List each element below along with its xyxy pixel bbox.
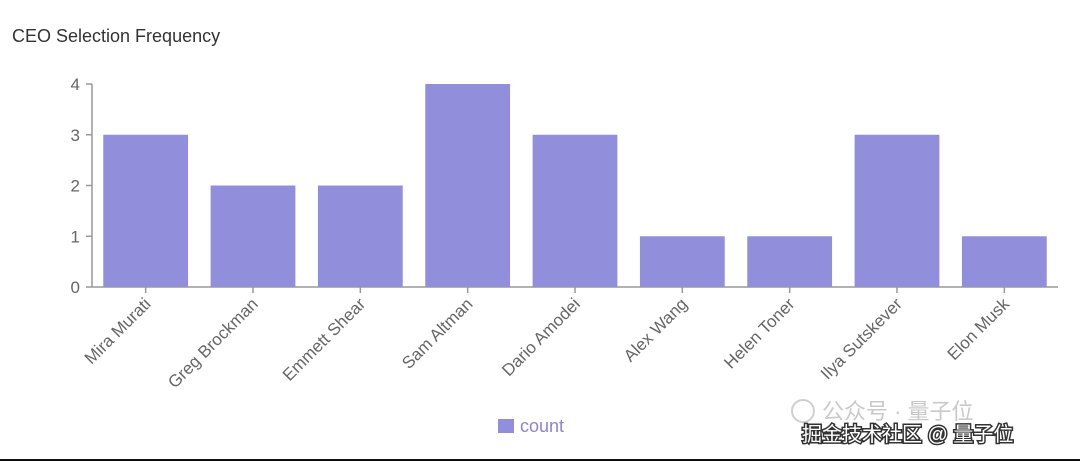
watermark: 公众号 · 量子位 掘金技术社区 @ 量子位 [791,399,1015,448]
legend-swatch [498,419,514,433]
bar[interactable] [317,185,403,288]
x-tick-label: Mira Murati [81,294,155,368]
chart-title: CEO Selection Frequency [12,26,220,46]
x-tick-label: Helen Toner [720,294,798,372]
x-tick-label: Emmett Shear [279,294,370,385]
y-tick-label: 1 [71,227,80,246]
bars [103,84,1047,288]
y-tick-label: 4 [71,75,80,94]
bar[interactable] [532,134,618,287]
wechat-icon [791,399,815,423]
watermark-line2: 掘金技术社区 @ 量子位 [802,423,1013,446]
x-tick-label: Ilya Sutskever [817,294,906,383]
bar[interactable] [210,185,296,288]
x-tick-label: Dario Amodei [498,294,584,380]
bar[interactable] [854,134,940,287]
bar[interactable] [747,236,833,287]
watermark-line1: 公众号 · 量子位 [822,399,974,424]
bar[interactable] [425,84,511,287]
bottom-border [0,459,1080,461]
x-tick-label: Alex Wang [620,294,691,365]
y-tick-label: 3 [71,126,80,145]
bar[interactable] [961,236,1047,287]
legend[interactable]: count [498,416,564,436]
x-tick-label: Greg Brockman [164,294,262,392]
y-ticks: 0 1 2 3 4 [71,75,92,297]
x-tick-label: Elon Musk [944,294,1014,364]
bar[interactable] [639,236,725,287]
legend-label-count: count [520,416,564,436]
y-tick-label: 0 [71,278,80,297]
x-tick-labels: Mira Murati Greg Brockman Emmett Shear Sam … [81,287,1014,392]
x-tick-label: Sam Altman [398,294,476,372]
y-tick-label: 2 [71,177,80,196]
bar[interactable] [103,134,189,287]
